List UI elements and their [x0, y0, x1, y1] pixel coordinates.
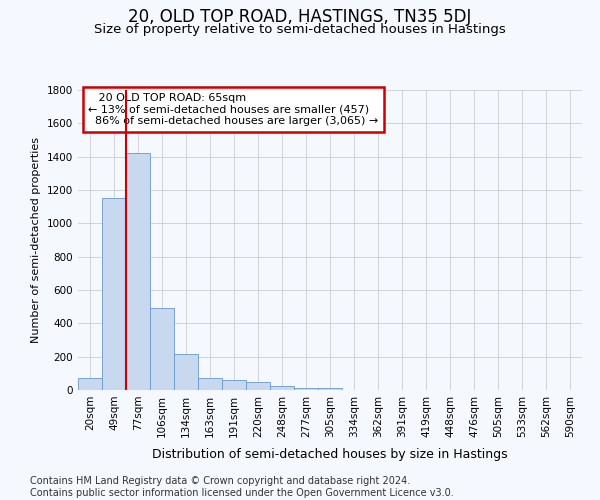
Bar [318, 388, 342, 390]
X-axis label: Distribution of semi-detached houses by size in Hastings: Distribution of semi-detached houses by … [152, 448, 508, 461]
Bar [222, 380, 246, 390]
Y-axis label: Number of semi-detached properties: Number of semi-detached properties [31, 137, 41, 343]
Bar [126, 154, 150, 390]
Bar [198, 378, 222, 390]
Bar [246, 382, 270, 390]
Text: Contains HM Land Registry data © Crown copyright and database right 2024.
Contai: Contains HM Land Registry data © Crown c… [30, 476, 454, 498]
Text: 20 OLD TOP ROAD: 65sqm
← 13% of semi-detached houses are smaller (457)
  86% of : 20 OLD TOP ROAD: 65sqm ← 13% of semi-det… [88, 93, 379, 126]
Bar [270, 386, 294, 390]
Bar [174, 354, 198, 390]
Bar [294, 388, 318, 390]
Bar [150, 308, 174, 390]
Text: Size of property relative to semi-detached houses in Hastings: Size of property relative to semi-detach… [94, 22, 506, 36]
Bar [102, 198, 126, 390]
Text: 20, OLD TOP ROAD, HASTINGS, TN35 5DJ: 20, OLD TOP ROAD, HASTINGS, TN35 5DJ [128, 8, 472, 26]
Bar [78, 378, 102, 390]
